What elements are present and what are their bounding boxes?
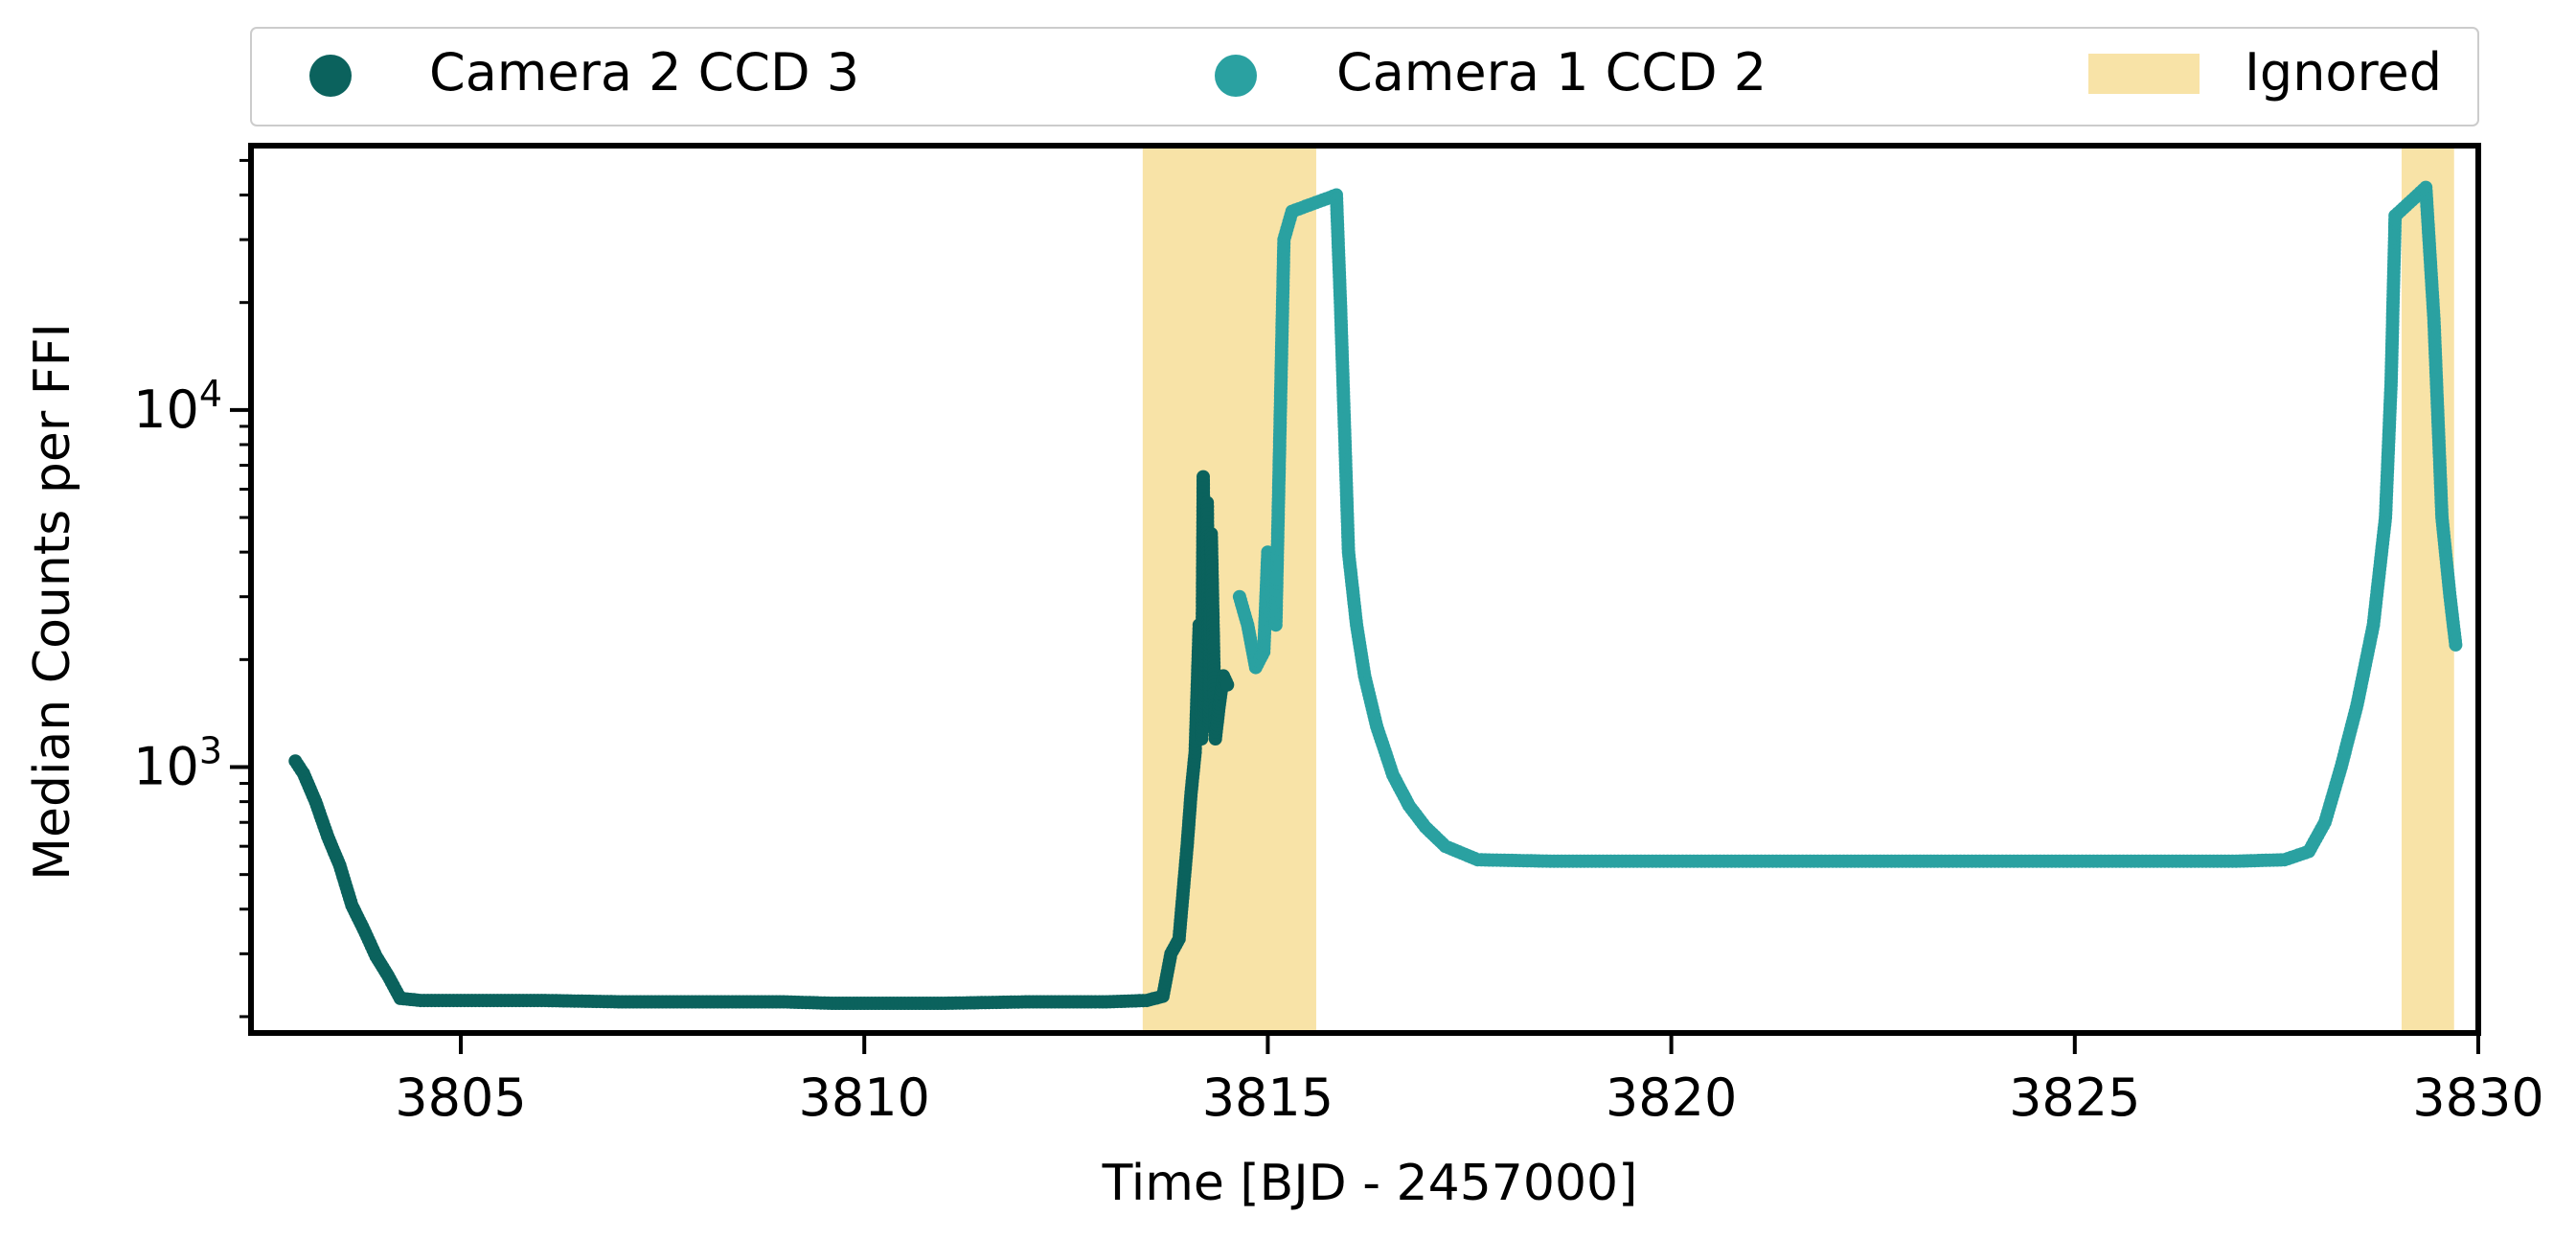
x-tick-label: 3810 (798, 1067, 929, 1128)
legend-marker-camera-1-ccd-2 (1215, 55, 1257, 97)
y-axis-label: Median Counts per FFI (24, 323, 81, 881)
x-tick-label: 3820 (1606, 1067, 1737, 1128)
legend-marker-ignored (2088, 54, 2200, 94)
legend-label-camera-2-ccd-3: Camera 2 CCD 3 (429, 42, 859, 103)
x-axis-label: Time [BJD - 2457000] (1102, 1155, 1638, 1212)
legend-marker-camera-2-ccd-3 (309, 55, 352, 97)
data-point (2449, 637, 2463, 652)
legend-label-ignored: Ignored (2245, 42, 2442, 103)
x-tick-label: 3815 (1202, 1067, 1334, 1128)
x-tick-label: 3805 (395, 1067, 526, 1128)
x-tick-label: 3825 (2009, 1067, 2140, 1128)
plot-frame (248, 143, 2481, 1036)
data-point (1220, 677, 1235, 692)
y-tick-label: 103 (133, 729, 222, 796)
legend-frame (250, 27, 2479, 126)
axes: 3805 3810 3815 3820 3825 3830 103 104 (133, 143, 2544, 1128)
data-points (288, 180, 2463, 1010)
x-tick-label: 3830 (2412, 1067, 2543, 1128)
series-camera-1-ccd-2 (1232, 180, 2463, 868)
series-camera-2-ccd-3 (288, 470, 1235, 1010)
legend-label-camera-1-ccd-2: Camera 1 CCD 2 (1336, 42, 1767, 103)
ignored-region-1 (1142, 146, 1316, 1033)
legend: Camera 2 CCD 3 Camera 1 CCD 2 Ignored (250, 27, 2479, 126)
y-tick-label: 104 (133, 373, 222, 440)
